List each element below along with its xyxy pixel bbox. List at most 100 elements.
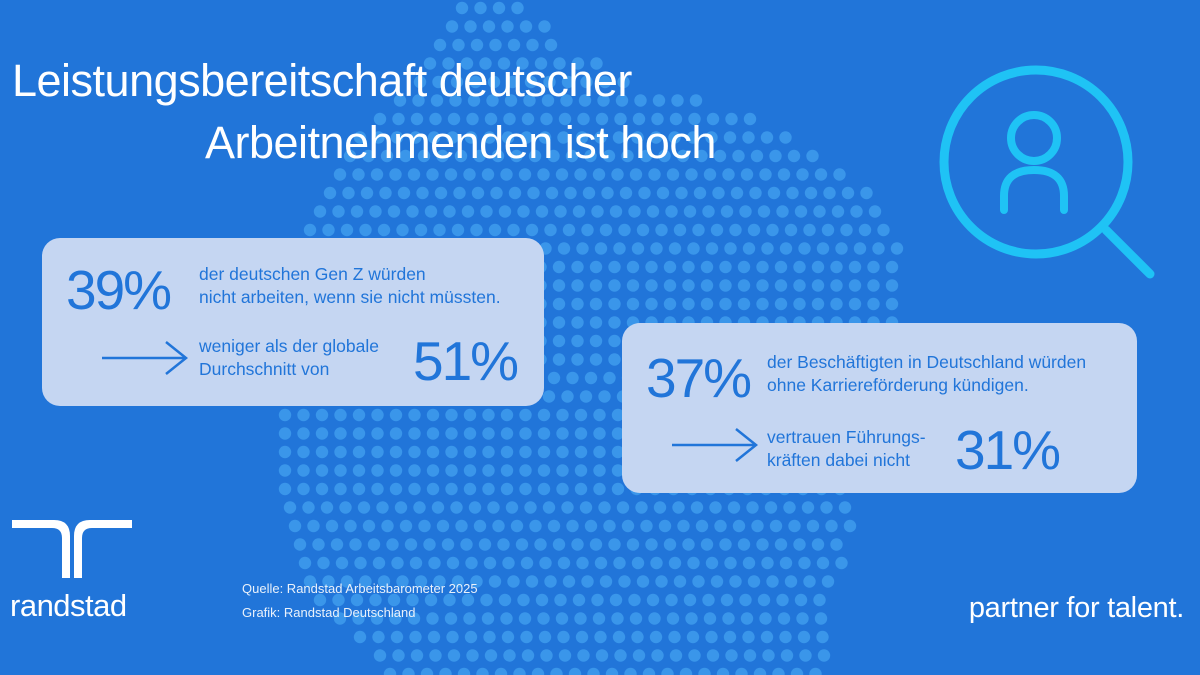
- map-dot: [564, 186, 577, 200]
- map-dot: [482, 427, 495, 440]
- map-dot: [414, 575, 428, 588]
- map-dot: [885, 297, 899, 311]
- map-dot: [323, 186, 337, 200]
- map-dot: [352, 408, 366, 422]
- map-dot: [465, 556, 478, 570]
- map-dot: [584, 371, 598, 385]
- map-dot: [737, 297, 751, 311]
- map-dot: [360, 186, 374, 200]
- randstad-logo-icon: [12, 520, 132, 578]
- map-dot: [371, 408, 384, 422]
- map-dot: [716, 667, 730, 675]
- map-dot: [503, 112, 516, 126]
- map-dot: [576, 556, 589, 570]
- map-dot: [519, 427, 532, 440]
- map-dot: [334, 464, 347, 477]
- map-dot: [594, 242, 608, 255]
- map-dot: [561, 75, 575, 89]
- map-dot: [558, 112, 572, 126]
- person-search-icon: [939, 65, 1155, 279]
- map-dot: [601, 186, 614, 200]
- map-dot: [497, 538, 510, 551]
- map-dot: [297, 445, 310, 459]
- source-line-1: Quelle: Randstad Arbeitsbarometer 2025: [242, 581, 478, 596]
- map-dot: [640, 519, 653, 533]
- map-dot: [506, 75, 519, 89]
- map-dot: [520, 131, 533, 144]
- map-dot: [727, 501, 741, 514]
- map-dot: [655, 223, 668, 237]
- map-dot: [554, 593, 567, 607]
- map-dot: [446, 556, 460, 570]
- map-dot: [651, 112, 664, 126]
- map-dot: [777, 168, 791, 181]
- map-dot: [556, 408, 569, 422]
- map-dot: [850, 205, 863, 218]
- map-dot: [732, 149, 745, 163]
- map-dot: [576, 242, 589, 255]
- map-dot: [508, 186, 522, 200]
- map-dot: [470, 575, 483, 588]
- map-dot: [519, 20, 533, 33]
- map-dot: [626, 538, 640, 551]
- map-dot: [303, 223, 317, 237]
- map-dot: [608, 297, 621, 311]
- map-dot: [409, 556, 423, 570]
- map-dot: [867, 279, 880, 292]
- map-dot: [687, 242, 700, 255]
- map-dot: [424, 593, 438, 607]
- map-dot: [645, 260, 658, 274]
- map-dot: [444, 612, 458, 625]
- map-dot: [730, 186, 744, 200]
- map-dot: [574, 612, 587, 625]
- map-dot: [482, 482, 495, 496]
- map-dot: [426, 464, 440, 477]
- map-dot: [584, 149, 597, 163]
- map-dot: [804, 186, 818, 200]
- map-dot: [434, 186, 448, 200]
- map-dot: [821, 223, 835, 237]
- map-dot: [608, 538, 621, 551]
- map-dot: [652, 94, 666, 107]
- map-dot: [547, 519, 561, 533]
- map-dot: [602, 149, 616, 163]
- map-dot: [441, 538, 455, 551]
- map-dot: [636, 575, 650, 588]
- map-dot: [390, 630, 404, 644]
- map-dot: [450, 75, 464, 89]
- map-dot: [772, 667, 785, 675]
- stat1-text: der deutschen Gen Z würden nicht arbeite…: [199, 264, 501, 307]
- stat-card-gen-z: 39% der deutschen Gen Z würden nicht arb…: [42, 238, 544, 406]
- map-dot: [786, 186, 799, 200]
- map-dot: [552, 316, 566, 329]
- map-dot: [621, 149, 634, 163]
- map-dot: [537, 464, 551, 477]
- map-dot: [737, 260, 751, 274]
- map-dot: [480, 593, 493, 607]
- map-dot: [313, 593, 327, 607]
- map-dot: [393, 94, 407, 107]
- map-dot: [463, 168, 476, 181]
- map-dot: [777, 612, 791, 625]
- map-dot: [520, 630, 533, 644]
- map-dot: [483, 556, 497, 570]
- map-dot: [394, 501, 408, 514]
- source-note: Quelle: Randstad Arbeitsbarometer 2025 G…: [242, 577, 478, 625]
- map-dot: [519, 408, 532, 422]
- map-dot: [498, 205, 512, 218]
- map-dot: [579, 390, 593, 403]
- map-dot: [302, 501, 315, 514]
- map-dot: [790, 667, 804, 675]
- map-dot: [500, 168, 513, 181]
- map-dot: [626, 297, 640, 311]
- map-dot: [333, 612, 347, 625]
- map-dot: [776, 205, 789, 218]
- map-dot: [705, 556, 719, 570]
- map-dot: [661, 667, 674, 675]
- map-dot: [526, 38, 539, 52]
- map-dot: [371, 445, 384, 459]
- map-dot: [665, 593, 678, 607]
- map-dot: [436, 149, 449, 163]
- map-dot: [831, 205, 845, 218]
- map-dot: [749, 186, 762, 200]
